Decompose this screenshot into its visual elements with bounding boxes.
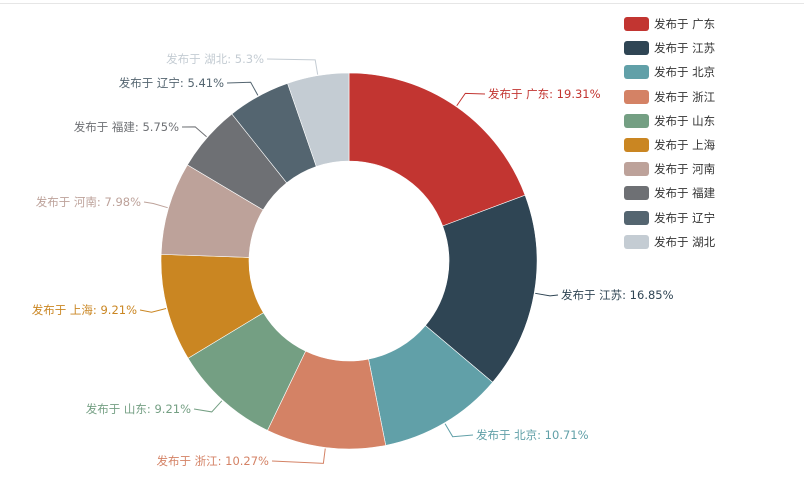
label-leader-line (193, 400, 223, 413)
legend-item[interactable]: 发布于 辽宁 (624, 206, 715, 230)
chart-legend: 发布于 广东 发布于 江苏 发布于 北京 发布于 浙江 发布于 山东 发布于 上海 发布于 … (624, 12, 715, 254)
slice-label: 发布于 广东: 19.31% (488, 87, 601, 101)
label-leader-line (271, 448, 326, 464)
label-leader-line (444, 423, 474, 438)
label-leader-line (535, 292, 559, 297)
legend-label: 发布于 北京 (654, 65, 716, 80)
legend-item[interactable]: 发布于 浙江 (624, 85, 715, 109)
legend-swatch (624, 186, 649, 201)
label-leader-line (456, 92, 486, 107)
top-divider (0, 3, 804, 4)
label-leader-line (139, 308, 167, 313)
slice-label: 发布于 福建: 5.75% (74, 120, 179, 134)
legend-swatch (624, 113, 649, 128)
legend-swatch (624, 162, 649, 177)
legend-label: 发布于 浙江 (654, 89, 716, 104)
legend-swatch (624, 234, 649, 249)
legend-label: 发布于 江苏 (654, 41, 716, 56)
slice-label: 发布于 辽宁: 5.41% (119, 76, 224, 90)
legend-item[interactable]: 发布于 河南 (624, 157, 715, 181)
pie-slice[interactable] (424, 194, 538, 383)
label-leader-line (181, 126, 207, 138)
legend-label: 发布于 上海 (654, 138, 716, 153)
legend-item[interactable]: 发布于 上海 (624, 133, 715, 157)
slice-label: 发布于 上海: 9.21% (32, 303, 137, 317)
slice-label: 发布于 北京: 10.71% (476, 428, 589, 442)
legend-swatch (624, 89, 649, 104)
legend-label: 发布于 河南 (654, 162, 716, 177)
slice-label: 发布于 山东: 9.21% (86, 402, 191, 416)
slice-label: 发布于 河南: 7.98% (36, 195, 141, 209)
legend-swatch (624, 210, 649, 225)
legend-label: 发布于 山东 (654, 113, 716, 128)
legend-item[interactable]: 发布于 广东 (624, 12, 715, 36)
legend-label: 发布于 湖北 (654, 234, 716, 249)
pie-slice[interactable] (348, 72, 526, 227)
label-leader-line (266, 58, 319, 75)
legend-swatch (624, 65, 649, 80)
legend-item[interactable]: 发布于 江苏 (624, 36, 715, 60)
legend-swatch (624, 41, 649, 56)
legend-label: 发布于 福建 (654, 186, 716, 201)
legend-item[interactable]: 发布于 山东 (624, 109, 715, 133)
label-leader-line (143, 201, 168, 209)
legend-item[interactable]: 发布于 北京 (624, 60, 715, 84)
legend-swatch (624, 17, 649, 32)
legend-item[interactable]: 发布于 福建 (624, 181, 715, 205)
slice-label: 发布于 浙江: 10.27% (156, 454, 269, 468)
legend-item[interactable]: 发布于 湖北 (624, 230, 715, 254)
slice-label: 发布于 湖北: 5.3% (166, 52, 264, 66)
legend-label: 发布于 辽宁 (654, 210, 716, 225)
legend-label: 发布于 广东 (654, 17, 716, 32)
legend-swatch (624, 138, 649, 153)
slice-label: 发布于 江苏: 16.85% (561, 288, 674, 302)
label-leader-line (226, 81, 259, 96)
pie-slice[interactable] (287, 72, 350, 167)
